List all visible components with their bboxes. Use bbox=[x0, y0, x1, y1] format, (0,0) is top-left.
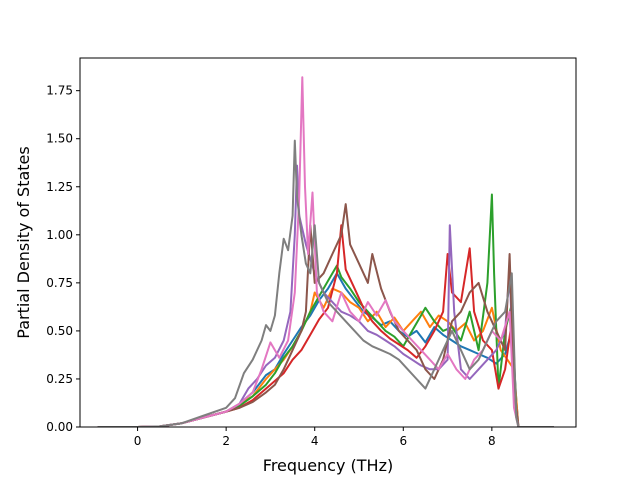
y-tick-label: 1.25 bbox=[46, 180, 73, 194]
y-tick-label: 1.00 bbox=[46, 228, 73, 242]
y-tick-label: 0.00 bbox=[46, 420, 73, 434]
series-layer bbox=[97, 76, 554, 427]
series-line-4 bbox=[97, 224, 554, 427]
x-tick-label: 0 bbox=[134, 434, 142, 448]
y-tick-label: 0.25 bbox=[46, 372, 73, 386]
plot-frame bbox=[79, 57, 577, 428]
x-tick-label: 8 bbox=[488, 434, 496, 448]
series-line-8 bbox=[97, 139, 554, 427]
y-tick-label: 0.75 bbox=[46, 276, 73, 290]
series-line-3 bbox=[97, 193, 554, 427]
y-tick-label: 0.50 bbox=[46, 324, 73, 338]
x-axis-label: Frequency (THz) bbox=[263, 456, 393, 475]
y-axis-ticks: 0.00 0.25 0.50 0.75 1.00 1.25 1.50 1.75 bbox=[46, 84, 80, 434]
x-tick-label: 2 bbox=[222, 434, 230, 448]
y-tick-label: 1.75 bbox=[46, 84, 73, 98]
series-line-7 bbox=[97, 76, 554, 427]
x-axis-ticks: 0 2 4 6 8 bbox=[134, 427, 496, 448]
x-tick-label: 6 bbox=[399, 434, 407, 448]
x-tick-label: 4 bbox=[311, 434, 319, 448]
series-line-6 bbox=[97, 203, 554, 427]
y-tick-label: 1.50 bbox=[46, 132, 73, 146]
y-axis-label: Partial Density of States bbox=[14, 146, 33, 338]
